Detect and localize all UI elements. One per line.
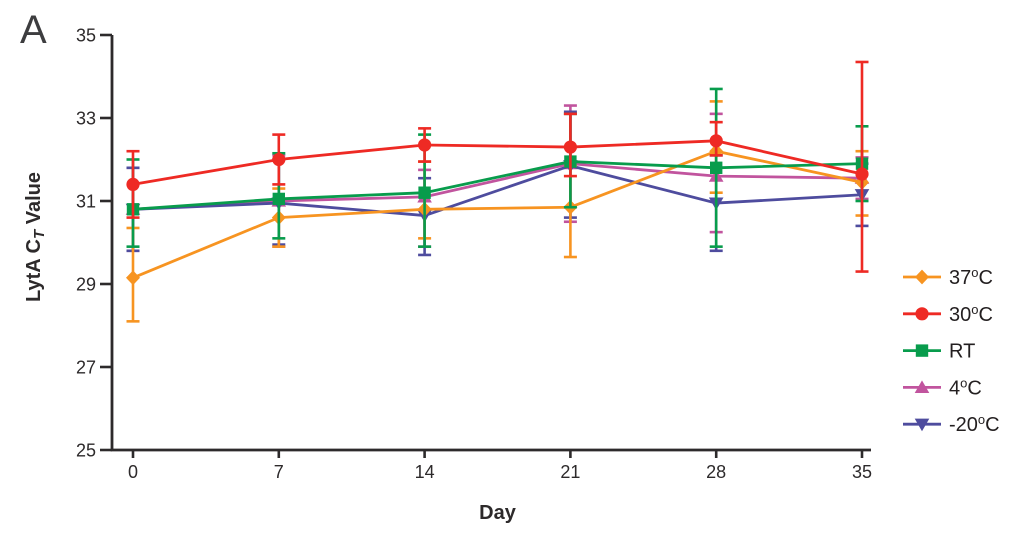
legend-marker-37C (915, 269, 929, 285)
marker-RT-day14 (418, 186, 431, 199)
x-tick-label-0: 0 (128, 462, 138, 482)
line-RT (132, 160, 863, 211)
marker-37C-day0 (126, 270, 140, 286)
legend-item-4C: 4oC (903, 375, 982, 399)
line-minus20C (132, 164, 863, 217)
y-tick-label-33: 33 (76, 109, 96, 129)
line-4C (132, 162, 863, 211)
legend-label-37C: 37oC (949, 265, 993, 289)
marker-RT-day28 (710, 161, 723, 174)
legend-marker-4C (914, 380, 930, 393)
legend-item-RT: RT (903, 341, 975, 363)
x-tick-label-35: 35 (852, 462, 872, 482)
legend-item-30C: 30oC (903, 302, 993, 326)
legend-marker-30C (915, 307, 929, 321)
legend-label-RT: RT (949, 341, 975, 363)
x-tick-label-7: 7 (274, 462, 284, 482)
legend-marker-minus20C (914, 418, 930, 432)
axis-spine (110, 35, 871, 452)
series-37C (126, 100, 869, 323)
y-tick-label-25: 25 (76, 441, 96, 461)
x-tick-label-21: 21 (560, 462, 580, 482)
legend-label-4C: 4oC (949, 375, 982, 399)
marker-30C-day21 (563, 140, 578, 154)
marker-RT-day7 (272, 192, 285, 206)
y-tick-label-31: 31 (76, 192, 96, 212)
marker-30C-day7 (272, 152, 286, 167)
line-37C (132, 149, 863, 280)
x-tick-label-14: 14 (415, 462, 435, 482)
x-axis-title: Day (479, 502, 517, 524)
legend-label-30C: 30oC (949, 302, 993, 326)
marker-30C-day28 (709, 134, 723, 148)
legend-item-37C: 37oC (903, 265, 993, 289)
y-tick-label-27: 27 (76, 358, 96, 378)
errorbar-30C-day35 (855, 60, 869, 273)
legend: 37oC 30oC RT 4oC -20oC (903, 265, 1000, 436)
y-tick-label-35: 35 (76, 26, 96, 46)
legend-item-minus20C: -20oC (903, 412, 1000, 436)
legend-label-minus20C: -20oC (949, 412, 1000, 436)
data-series (125, 60, 870, 323)
axes: 25 27 29 31 33 35 0 7 14 21 28 35 Day LytA CT Value (23, 26, 872, 525)
line-30C (132, 139, 863, 186)
marker-30C-day14 (418, 138, 432, 152)
series-30C (126, 60, 869, 273)
marker-30C-day35 (855, 167, 869, 181)
panel-label: A (20, 8, 47, 52)
x-tick-label-28: 28 (706, 462, 726, 482)
marker-30C-day0 (126, 177, 140, 191)
legend-marker-RT (915, 344, 929, 357)
y-tick-label-29: 29 (76, 275, 96, 295)
y-axis-title: LytA CT Value (23, 172, 48, 302)
